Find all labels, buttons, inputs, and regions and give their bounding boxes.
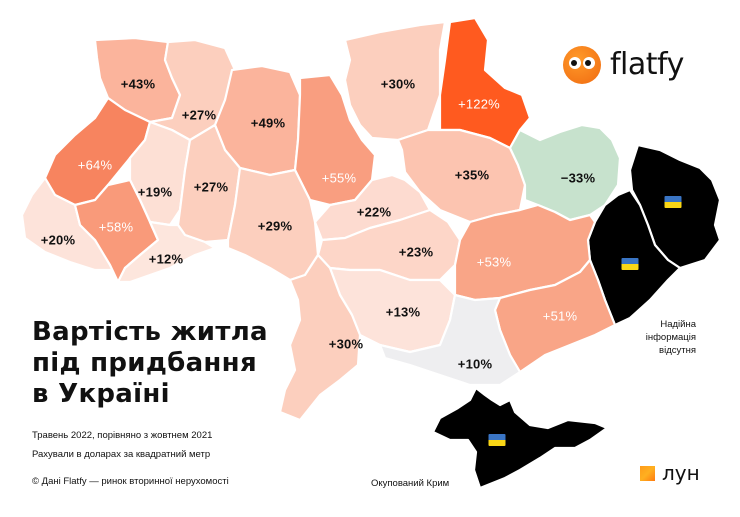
subtitle-period: Травень 2022, порівняно з жовтнем 2021 — [32, 430, 213, 441]
label-lviv: +64% — [77, 157, 113, 173]
title-line-1: Вартість житла — [32, 317, 268, 347]
title-line-3: в Україні — [32, 379, 170, 409]
label-vinnytsia: +29% — [257, 218, 293, 234]
region-crimea-occupied[interactable] — [431, 386, 609, 490]
label-volyn: +43% — [120, 76, 156, 92]
label-khmelnytskyi: +27% — [193, 179, 229, 195]
no-data-line-3: відсутня — [659, 345, 696, 356]
label-kirovohrad: +23% — [398, 244, 434, 260]
subtitle-unit: Рахували в доларах за квадратний метр — [32, 449, 211, 460]
label-ivano-frankivsk: +58% — [98, 219, 134, 235]
ukraine-flag-icon-luhansk — [664, 196, 682, 208]
label-kherson: +10% — [457, 356, 493, 372]
label-zhytomyr: +49% — [250, 115, 286, 131]
label-rivne: +27% — [181, 107, 217, 123]
ukraine-flag-icon-donetsk — [621, 258, 639, 270]
label-zakarpattia: +20% — [40, 232, 76, 248]
region-sumy[interactable] — [438, 16, 532, 150]
region-odesa[interactable] — [278, 253, 362, 422]
source-credit: © Дані Flatfy — ринок вторинної нерухомо… — [32, 476, 229, 487]
title-line-2: під придбання — [32, 348, 257, 378]
no-data-line-1: Надійна — [660, 319, 696, 330]
crimea-label: Окупований Крим — [371, 478, 450, 489]
page-title: Вартість житла під придбання в Україні — [32, 317, 268, 410]
label-sumy: +122% — [458, 96, 500, 112]
label-odesa: +30% — [328, 336, 364, 352]
label-chernivtsi: +12% — [148, 251, 184, 267]
region-khmelnytskyi[interactable] — [176, 123, 242, 244]
label-cherkasy: +22% — [356, 204, 392, 220]
label-mykolaiv: +13% — [385, 304, 421, 320]
region-chernivtsi[interactable] — [116, 220, 217, 284]
no-data-line-2: інформація — [645, 332, 696, 343]
lun-wordmark: лун — [662, 461, 700, 485]
flatfy-wordmark: flatfy — [610, 47, 684, 82]
flatfy-logo: flatfy — [563, 46, 684, 84]
label-ternopil: +19% — [137, 184, 173, 200]
label-poltava: +35% — [454, 167, 490, 183]
region-kherson[interactable] — [378, 293, 522, 387]
label-chernihiv: +30% — [380, 76, 416, 92]
label-kharkiv: −33% — [560, 170, 596, 186]
region-kharkiv[interactable] — [508, 123, 622, 222]
no-data-note: Надійна інформація відсутня — [646, 318, 696, 357]
label-kyiv: +55% — [321, 170, 357, 186]
ukraine-flag-icon-crimea — [488, 434, 506, 446]
lun-square-icon — [640, 465, 655, 481]
lun-logo: лун — [640, 463, 700, 483]
label-zaporizhzhia: +51% — [542, 308, 578, 324]
label-dnipropetrovsk: +53% — [476, 254, 512, 270]
flatfy-mascot-icon — [563, 46, 601, 84]
